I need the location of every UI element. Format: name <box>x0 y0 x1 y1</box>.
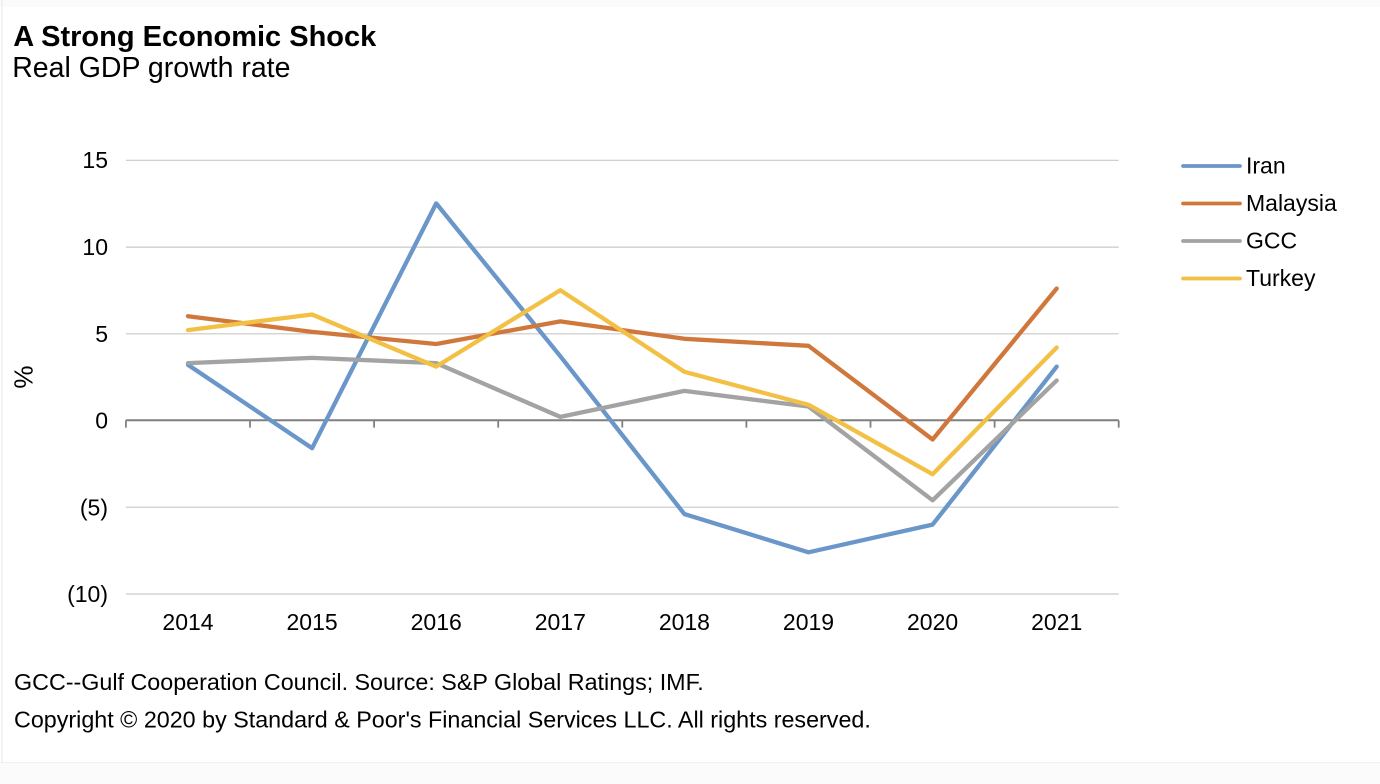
svg-text:Iran: Iran <box>1246 153 1286 179</box>
svg-text:A Strong Economic Shock: A Strong Economic Shock <box>13 21 377 53</box>
svg-text:Turkey: Turkey <box>1246 265 1316 291</box>
svg-text:2018: 2018 <box>659 609 710 635</box>
svg-text:%: % <box>9 365 39 388</box>
svg-text:0: 0 <box>95 408 108 434</box>
svg-text:2014: 2014 <box>162 609 213 635</box>
svg-text:15: 15 <box>82 147 108 173</box>
svg-text:Real GDP growth rate: Real GDP growth rate <box>12 52 290 84</box>
svg-text:Copyright © 2020 by Standard &: Copyright © 2020 by Standard & Poor's Fi… <box>14 707 871 733</box>
svg-text:2017: 2017 <box>535 609 586 635</box>
svg-text:10: 10 <box>82 234 108 260</box>
svg-text:GCC--Gulf Cooperation Council.: GCC--Gulf Cooperation Council. Source: S… <box>14 669 704 695</box>
svg-text:(5): (5) <box>80 494 108 520</box>
svg-text:(10): (10) <box>67 581 108 607</box>
svg-text:GCC: GCC <box>1246 228 1297 254</box>
svg-text:2021: 2021 <box>1031 609 1082 635</box>
svg-text:Malaysia: Malaysia <box>1246 190 1337 216</box>
svg-text:2019: 2019 <box>783 609 834 635</box>
svg-text:5: 5 <box>95 321 108 347</box>
svg-text:2015: 2015 <box>287 609 338 635</box>
svg-text:2016: 2016 <box>411 609 462 635</box>
svg-text:2020: 2020 <box>907 609 958 635</box>
